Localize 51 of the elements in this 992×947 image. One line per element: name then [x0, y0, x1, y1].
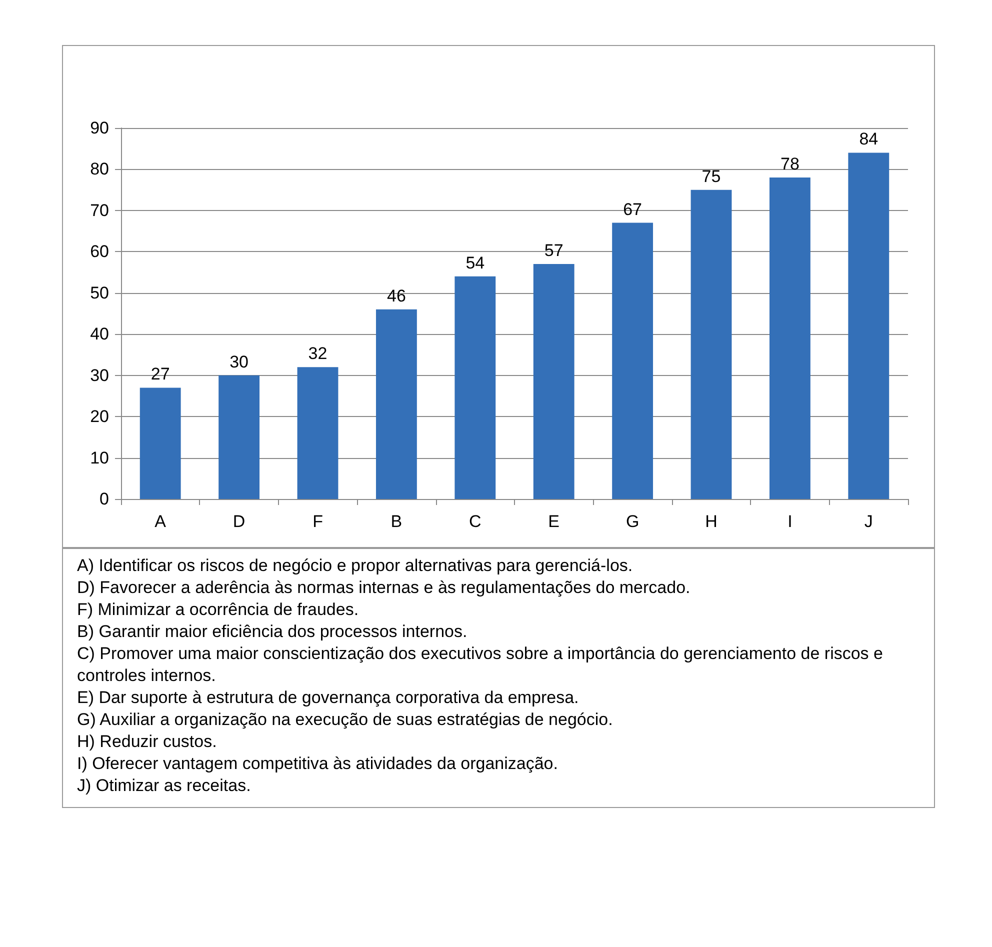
x-tick-label: A — [154, 512, 167, 531]
y-tick-label: 40 — [90, 324, 109, 344]
x-tick-label: F — [312, 512, 323, 531]
y-tick-label: 70 — [90, 200, 109, 220]
text: B) Garantir maior eficiência dos processos internos. — [77, 621, 468, 643]
text: F) Minimizar a ocorrência de fraudes. — [77, 599, 360, 621]
bar — [376, 309, 417, 499]
data-label: 84 — [859, 130, 878, 149]
data-label: 46 — [386, 286, 406, 306]
data-label: 27 — [150, 364, 170, 384]
bar — [454, 276, 496, 499]
bar — [848, 152, 890, 499]
data-label: 57 — [544, 241, 564, 260]
y-tick-label: 0 — [100, 490, 109, 508]
text: E) Dar suporte à estrutura de governança corporativa da empresa. — [77, 687, 580, 709]
bar — [612, 222, 654, 499]
y-tick-label: 80 — [90, 160, 109, 179]
x-tick-label: C — [469, 512, 482, 531]
x-tick-label: G — [626, 512, 640, 531]
text: J) Otimizar as receitas. — [77, 775, 252, 797]
x-tick-label: H — [705, 512, 718, 531]
chart-frame: 0 10 20 30 40 50 60 70 80 90 A D F B C E G H I J 27 30 32 46 54 57 67 75 78 84 — [62, 45, 935, 548]
x-tick-label: B — [390, 512, 402, 531]
x-tick-label: J — [864, 512, 873, 531]
bar — [690, 190, 732, 499]
text: H) Reduzir custos. — [77, 731, 218, 753]
bar — [140, 388, 181, 499]
data-label: 32 — [308, 344, 328, 364]
text: C) Promover uma maior conscientização dos executivos sobre a importância do gerenciamento de riscos e controles internos. — [77, 643, 884, 687]
y-tick-label: 90 — [90, 118, 109, 138]
data-label: 78 — [780, 154, 800, 174]
bar — [769, 177, 810, 499]
text: D) Favorecer a aderência às normas internas e às regulamentações do mercado. — [77, 577, 692, 599]
x-tick-label: E — [548, 512, 560, 531]
data-label: 75 — [702, 166, 721, 186]
text: G) Auxiliar a organização na execução de suas estratégias de negócio. — [77, 709, 614, 731]
data-label: 30 — [230, 352, 249, 372]
y-tick-label: 20 — [90, 407, 109, 426]
y-tick-label: 10 — [90, 448, 109, 468]
data-label: 54 — [466, 253, 485, 272]
text: A) Identificar os riscos de negócio e propor alternativas para gerenciá-los. — [77, 555, 634, 577]
bar — [533, 264, 574, 499]
bar — [218, 375, 260, 499]
x-tick-label: D — [232, 512, 246, 531]
y-tick-label: 50 — [90, 283, 109, 302]
bar — [297, 367, 338, 499]
data-label: 67 — [623, 200, 642, 219]
y-tick-label: 60 — [90, 242, 109, 262]
text: I) Oferecer vantagem competitiva às atividades da organização. — [77, 753, 559, 775]
y-tick-label: 30 — [90, 366, 109, 385]
x-tick-label: I — [788, 512, 792, 531]
